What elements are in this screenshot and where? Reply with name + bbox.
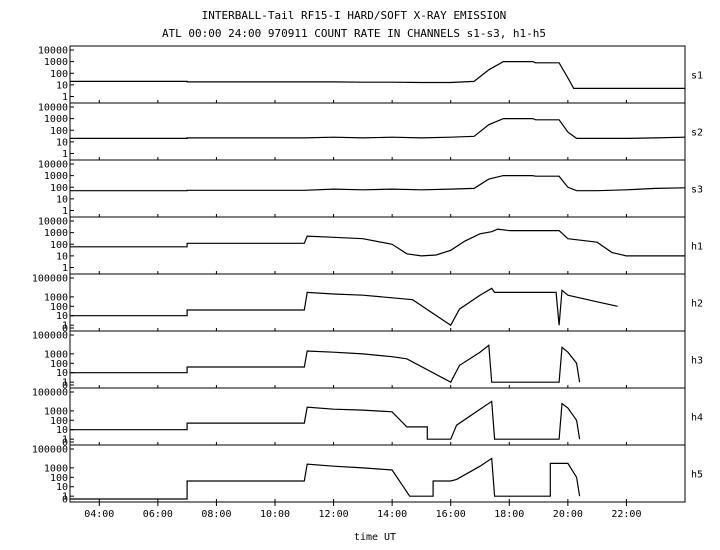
series-line-s2 <box>70 117 686 139</box>
y-tick-label-h5: 1 <box>62 492 68 503</box>
channel-label-h4: h4 <box>691 413 703 424</box>
y-tick-label-s1: 1 <box>62 92 68 103</box>
x-tick-label: 14:00 <box>377 509 407 520</box>
y-tick-label-h4: 0 <box>62 438 68 449</box>
x-tick-label: 18:00 <box>494 509 524 520</box>
y-tick-label-s2: 1000 <box>44 114 68 125</box>
y-tick-label-s1: 100 <box>50 69 68 80</box>
series-line-h4 <box>70 400 581 440</box>
y-tick-label-h1: 10 <box>56 251 68 262</box>
channel-label-h3: h3 <box>691 356 703 367</box>
chart-subtitle: ATL 00:00 24:00 970911 COUNT RATE IN CHA… <box>162 27 546 40</box>
y-tick-label-s2: 1 <box>62 149 68 160</box>
y-tick-label-h3: 10 <box>56 368 68 379</box>
y-tick-label-h2: 1 <box>62 321 68 332</box>
panel-frame-h3 <box>69 330 686 389</box>
y-tick-label-h3: 0 <box>62 381 68 392</box>
y-tick-label-h4: 1000 <box>44 406 68 417</box>
y-tick-label-h4: 10 <box>56 425 68 436</box>
x-tick-label: 04:00 <box>84 509 114 520</box>
y-tick-label-s2: 100 <box>50 126 68 137</box>
y-tick-label-s1: 1000 <box>44 57 68 68</box>
series-line-h3 <box>70 344 581 384</box>
x-axis: 04:00 06:00 08:00 10:00 12:00 14:00 16:00 18:00… <box>84 502 641 520</box>
y-tick-label-s2: 10000 <box>38 103 68 114</box>
panel-frame-h4 <box>69 387 686 446</box>
panel-frame-s2 <box>69 102 686 161</box>
series-line-h2 <box>70 287 618 327</box>
x-tick-label: 08:00 <box>201 509 231 520</box>
y-tick-label-h4: 100 <box>50 416 68 427</box>
y-tick-label-h2: 0 <box>62 324 68 335</box>
panel-frame-h2 <box>69 273 686 332</box>
x-tick-label: 16:00 <box>436 509 466 520</box>
y-tick-label-h5: 100000 <box>32 445 68 456</box>
y-tick-label-s3: 100 <box>50 183 68 194</box>
y-tick-label-h3: 100000 <box>32 331 68 342</box>
x-tick-label: 20:00 <box>553 509 583 520</box>
y-tick-label-h3: 1 <box>62 378 68 389</box>
channel-label-s3: s3 <box>691 185 703 196</box>
series-line-h1 <box>70 228 685 257</box>
channel-label-s2: s2 <box>691 128 703 139</box>
channel-label-h5: h5 <box>691 470 703 481</box>
x-tick-label: 22:00 <box>611 509 641 520</box>
x-axis-label: time UT <box>354 532 396 543</box>
y-tick-label-h1: 1000 <box>44 228 68 239</box>
y-tick-label-s3: 1000 <box>44 171 68 182</box>
y-tick-label-h5: 1000 <box>44 463 68 474</box>
y-tick-label-s2: 10 <box>56 137 68 148</box>
y-tick-label-h4: 100000 <box>32 388 68 399</box>
channel-label-h1: h1 <box>691 242 703 253</box>
y-tick-label-h1: 100 <box>50 240 68 251</box>
panel-frame-s1 <box>69 45 686 104</box>
y-tick-label-s1: 10 <box>56 80 68 91</box>
series-line-s3 <box>70 175 686 192</box>
y-tick-label-s3: 1 <box>62 206 68 217</box>
y-tick-label-h5: 100 <box>50 473 68 484</box>
channel-label-h2: h2 <box>691 299 703 310</box>
y-tick-label-h2: 100 <box>50 302 68 313</box>
y-tick-label-s1: 10000 <box>38 46 68 57</box>
chart-title: INTERBALL-Tail RF15-I HARD/SOFT X-RAY EM… <box>202 9 507 22</box>
y-tick-label-h3: 100 <box>50 359 68 370</box>
y-tick-label-h1: 10000 <box>38 217 68 228</box>
panel-frame-h1 <box>69 216 686 275</box>
y-tick-label-h2: 10 <box>56 311 68 322</box>
y-tick-label-h5: 0 <box>62 495 68 506</box>
y-tick-label-s3: 10000 <box>38 160 68 171</box>
panel-frame-s3 <box>69 159 686 218</box>
panels-group: 100001000100101s1100001000100101s2100001… <box>32 45 703 506</box>
y-tick-label-s3: 10 <box>56 194 68 205</box>
series-line-s1 <box>70 60 685 90</box>
channel-label-s1: s1 <box>691 71 703 82</box>
y-tick-label-h4: 1 <box>62 435 68 446</box>
y-tick-label-h2: 1000 <box>44 292 68 303</box>
x-tick-label: 12:00 <box>319 509 349 520</box>
y-tick-label-h1: 1 <box>62 263 68 274</box>
panel-frame-h5 <box>69 444 686 503</box>
x-tick-label: 06:00 <box>143 509 173 520</box>
series-line-h5 <box>70 457 581 500</box>
y-tick-label-h5: 10 <box>56 482 68 493</box>
y-tick-label-h3: 1000 <box>44 349 68 360</box>
x-tick-label: 10:00 <box>260 509 290 520</box>
y-tick-label-h2: 100000 <box>32 274 68 285</box>
